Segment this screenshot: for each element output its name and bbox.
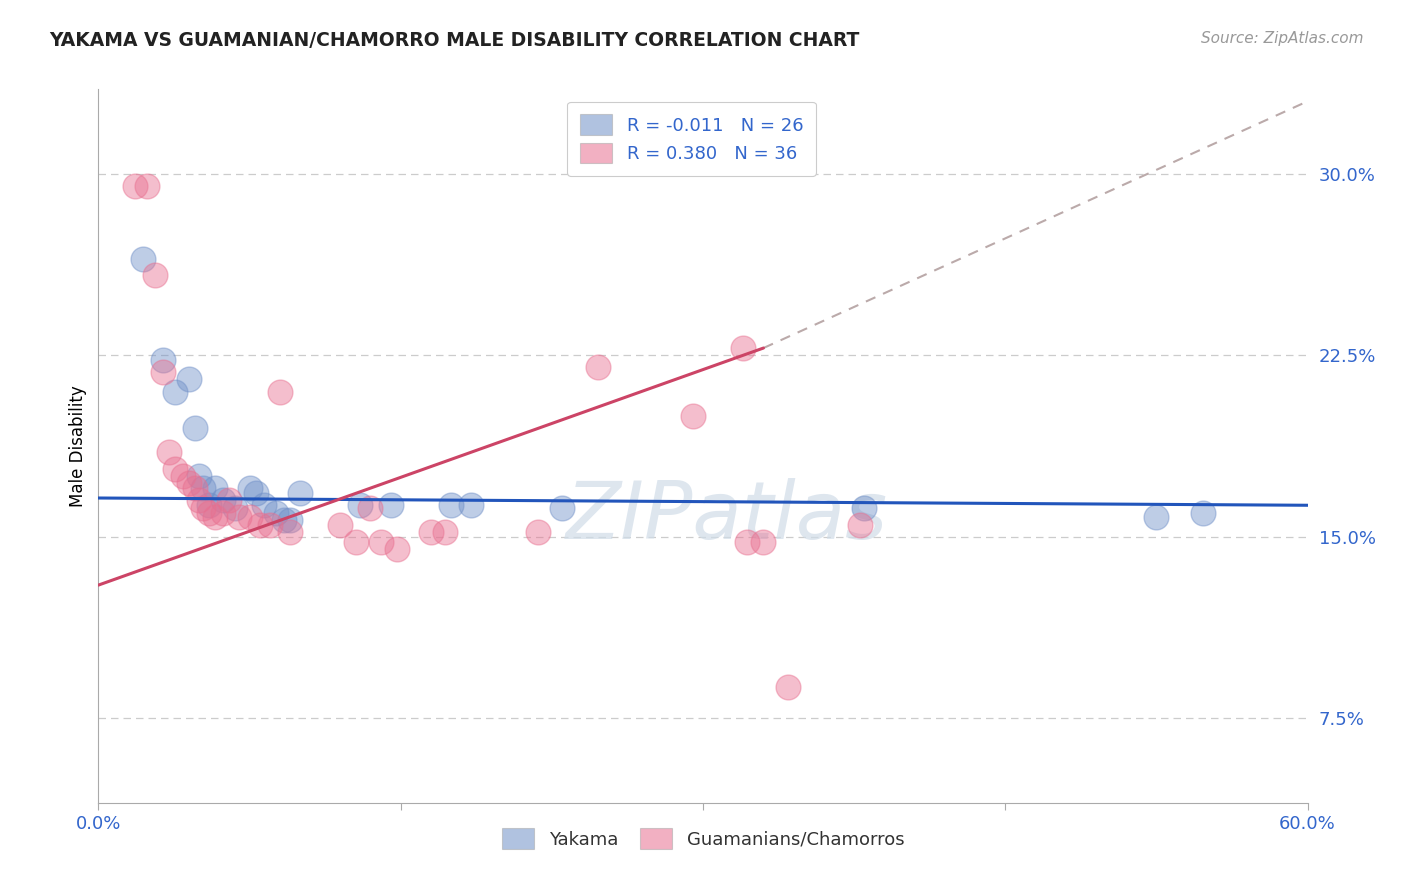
Point <box>179 476 201 491</box>
Point <box>124 178 146 193</box>
Point <box>288 486 311 500</box>
Point <box>218 493 240 508</box>
Point <box>551 500 574 515</box>
Point <box>370 534 392 549</box>
Point <box>682 409 704 423</box>
Point <box>849 517 872 532</box>
Point <box>420 524 443 539</box>
Point <box>204 510 226 524</box>
Text: YAKAMA VS GUAMANIAN/CHAMORRO MALE DISABILITY CORRELATION CHART: YAKAMA VS GUAMANIAN/CHAMORRO MALE DISABI… <box>49 31 859 50</box>
Point <box>853 500 876 515</box>
Point <box>152 365 174 379</box>
Point <box>212 493 235 508</box>
Point <box>198 498 221 512</box>
Point <box>132 252 155 266</box>
Point <box>434 524 457 539</box>
Point <box>253 498 276 512</box>
Point <box>188 493 211 508</box>
Point <box>329 517 352 532</box>
Point <box>259 517 281 532</box>
Point <box>460 498 482 512</box>
Point <box>135 178 157 193</box>
Point <box>184 481 207 495</box>
Point <box>526 524 548 539</box>
Point <box>278 524 301 539</box>
Legend: Yakama, Guamanians/Chamorros: Yakama, Guamanians/Chamorros <box>492 819 914 858</box>
Point <box>380 498 402 512</box>
Point <box>360 500 382 515</box>
Point <box>752 534 775 549</box>
Point <box>737 534 759 549</box>
Point <box>163 462 186 476</box>
Text: ZIPatlas: ZIPatlas <box>567 478 889 557</box>
Point <box>440 498 463 512</box>
Point <box>349 498 371 512</box>
Point <box>269 384 291 399</box>
Point <box>776 680 799 694</box>
Point <box>273 513 295 527</box>
Point <box>179 372 201 386</box>
Point <box>278 513 301 527</box>
Point <box>245 486 267 500</box>
Point <box>249 517 271 532</box>
Point <box>264 506 287 520</box>
Point <box>198 506 221 520</box>
Point <box>163 384 186 399</box>
Point <box>733 341 755 355</box>
Point <box>188 469 211 483</box>
Point <box>184 421 207 435</box>
Point <box>172 469 194 483</box>
Point <box>193 500 215 515</box>
Point <box>204 481 226 495</box>
Text: Source: ZipAtlas.com: Source: ZipAtlas.com <box>1201 31 1364 46</box>
Point <box>157 445 180 459</box>
Point <box>1191 506 1213 520</box>
Point <box>586 360 609 375</box>
Point <box>228 510 250 524</box>
Point <box>224 500 246 515</box>
Point <box>143 268 166 283</box>
Point <box>344 534 367 549</box>
Point <box>239 510 262 524</box>
Point <box>152 353 174 368</box>
Point <box>193 481 215 495</box>
Point <box>385 541 408 556</box>
Y-axis label: Male Disability: Male Disability <box>69 385 87 507</box>
Point <box>1146 510 1168 524</box>
Point <box>212 506 235 520</box>
Point <box>239 481 262 495</box>
